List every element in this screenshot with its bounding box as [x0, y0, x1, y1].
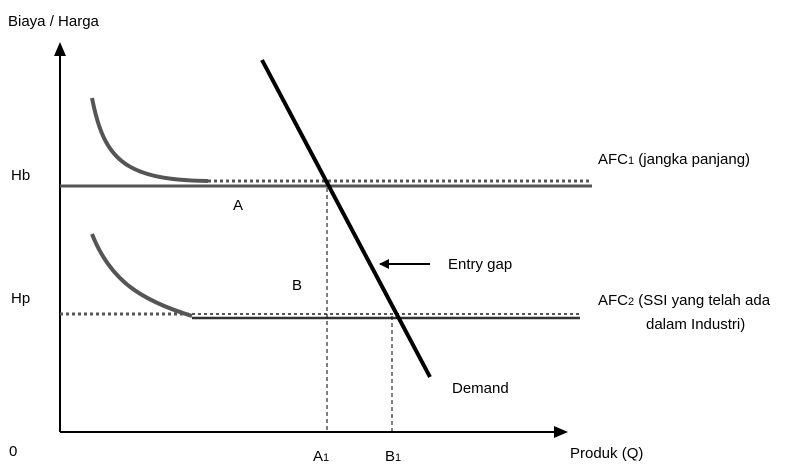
- afc1-label: AFC1 (jangka panjang): [598, 151, 750, 168]
- afc2-label: AFC2 (SSI yang telah ada: [598, 292, 771, 309]
- entry-gap-label: Entry gap: [448, 256, 512, 273]
- y-axis-label: Biaya / Harga: [8, 13, 100, 30]
- x-axis-arrowhead: [554, 426, 568, 438]
- demand-line: [260, 59, 432, 378]
- b1-label: B1: [385, 448, 401, 464]
- origin-label: 0: [9, 443, 17, 460]
- x-axis-label: Produk (Q): [570, 445, 643, 462]
- afc2-label-line2: dalam Industri): [646, 316, 745, 333]
- y-axis-arrowhead: [54, 42, 66, 56]
- region-b-label: B: [292, 277, 302, 294]
- a1-label: A1: [313, 448, 329, 464]
- demand-label: Demand: [452, 380, 509, 397]
- afc2-curve: [90, 233, 193, 318]
- hb-label: Hb: [11, 167, 30, 184]
- region-a-label: A: [233, 197, 243, 214]
- hp-label: Hp: [11, 290, 30, 307]
- afc1-curve: [90, 97, 209, 183]
